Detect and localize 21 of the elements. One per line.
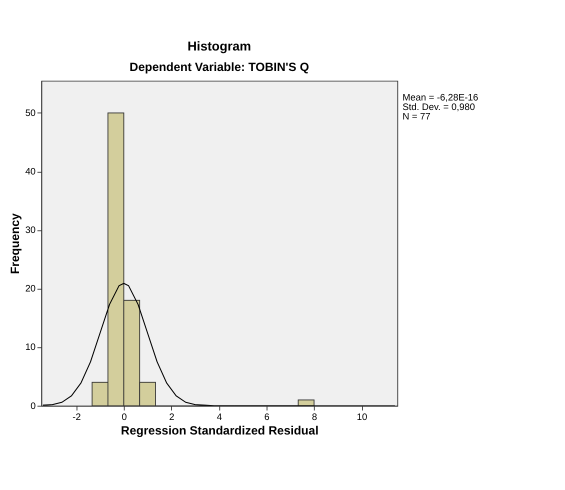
x-tick-label: 8 bbox=[312, 412, 318, 423]
text: N = 77 bbox=[402, 111, 431, 122]
y-tick-label: 30 bbox=[25, 225, 36, 236]
chart-title: Histogram bbox=[187, 38, 252, 54]
x-tick-label: 10 bbox=[356, 412, 368, 423]
y-tick-label: 10 bbox=[25, 342, 36, 354]
x-tick-label: -2 bbox=[72, 412, 81, 423]
line-series bbox=[42, 282, 396, 406]
chart-subtitle: Dependent Variable: TOBIN'S Q bbox=[130, 60, 310, 74]
x-tick-label: 2 bbox=[169, 412, 174, 423]
x-tick-label: 4 bbox=[216, 412, 222, 423]
text: Mean = -6,28E-16 bbox=[402, 92, 478, 104]
text: Std. Dev. = 0,980 bbox=[402, 102, 475, 113]
y-axis-title: Frequency bbox=[8, 212, 22, 274]
y-tick-label: 20 bbox=[25, 284, 36, 295]
x-axis-title: Regression Standardized Residual bbox=[120, 424, 319, 438]
x-tick-label: 6 bbox=[264, 412, 270, 423]
y-tick-label: 50 bbox=[25, 108, 36, 119]
x-tick-label: 0 bbox=[122, 412, 127, 423]
y-tick-label: 0 bbox=[30, 400, 36, 412]
y-tick-label: 40 bbox=[25, 166, 36, 178]
